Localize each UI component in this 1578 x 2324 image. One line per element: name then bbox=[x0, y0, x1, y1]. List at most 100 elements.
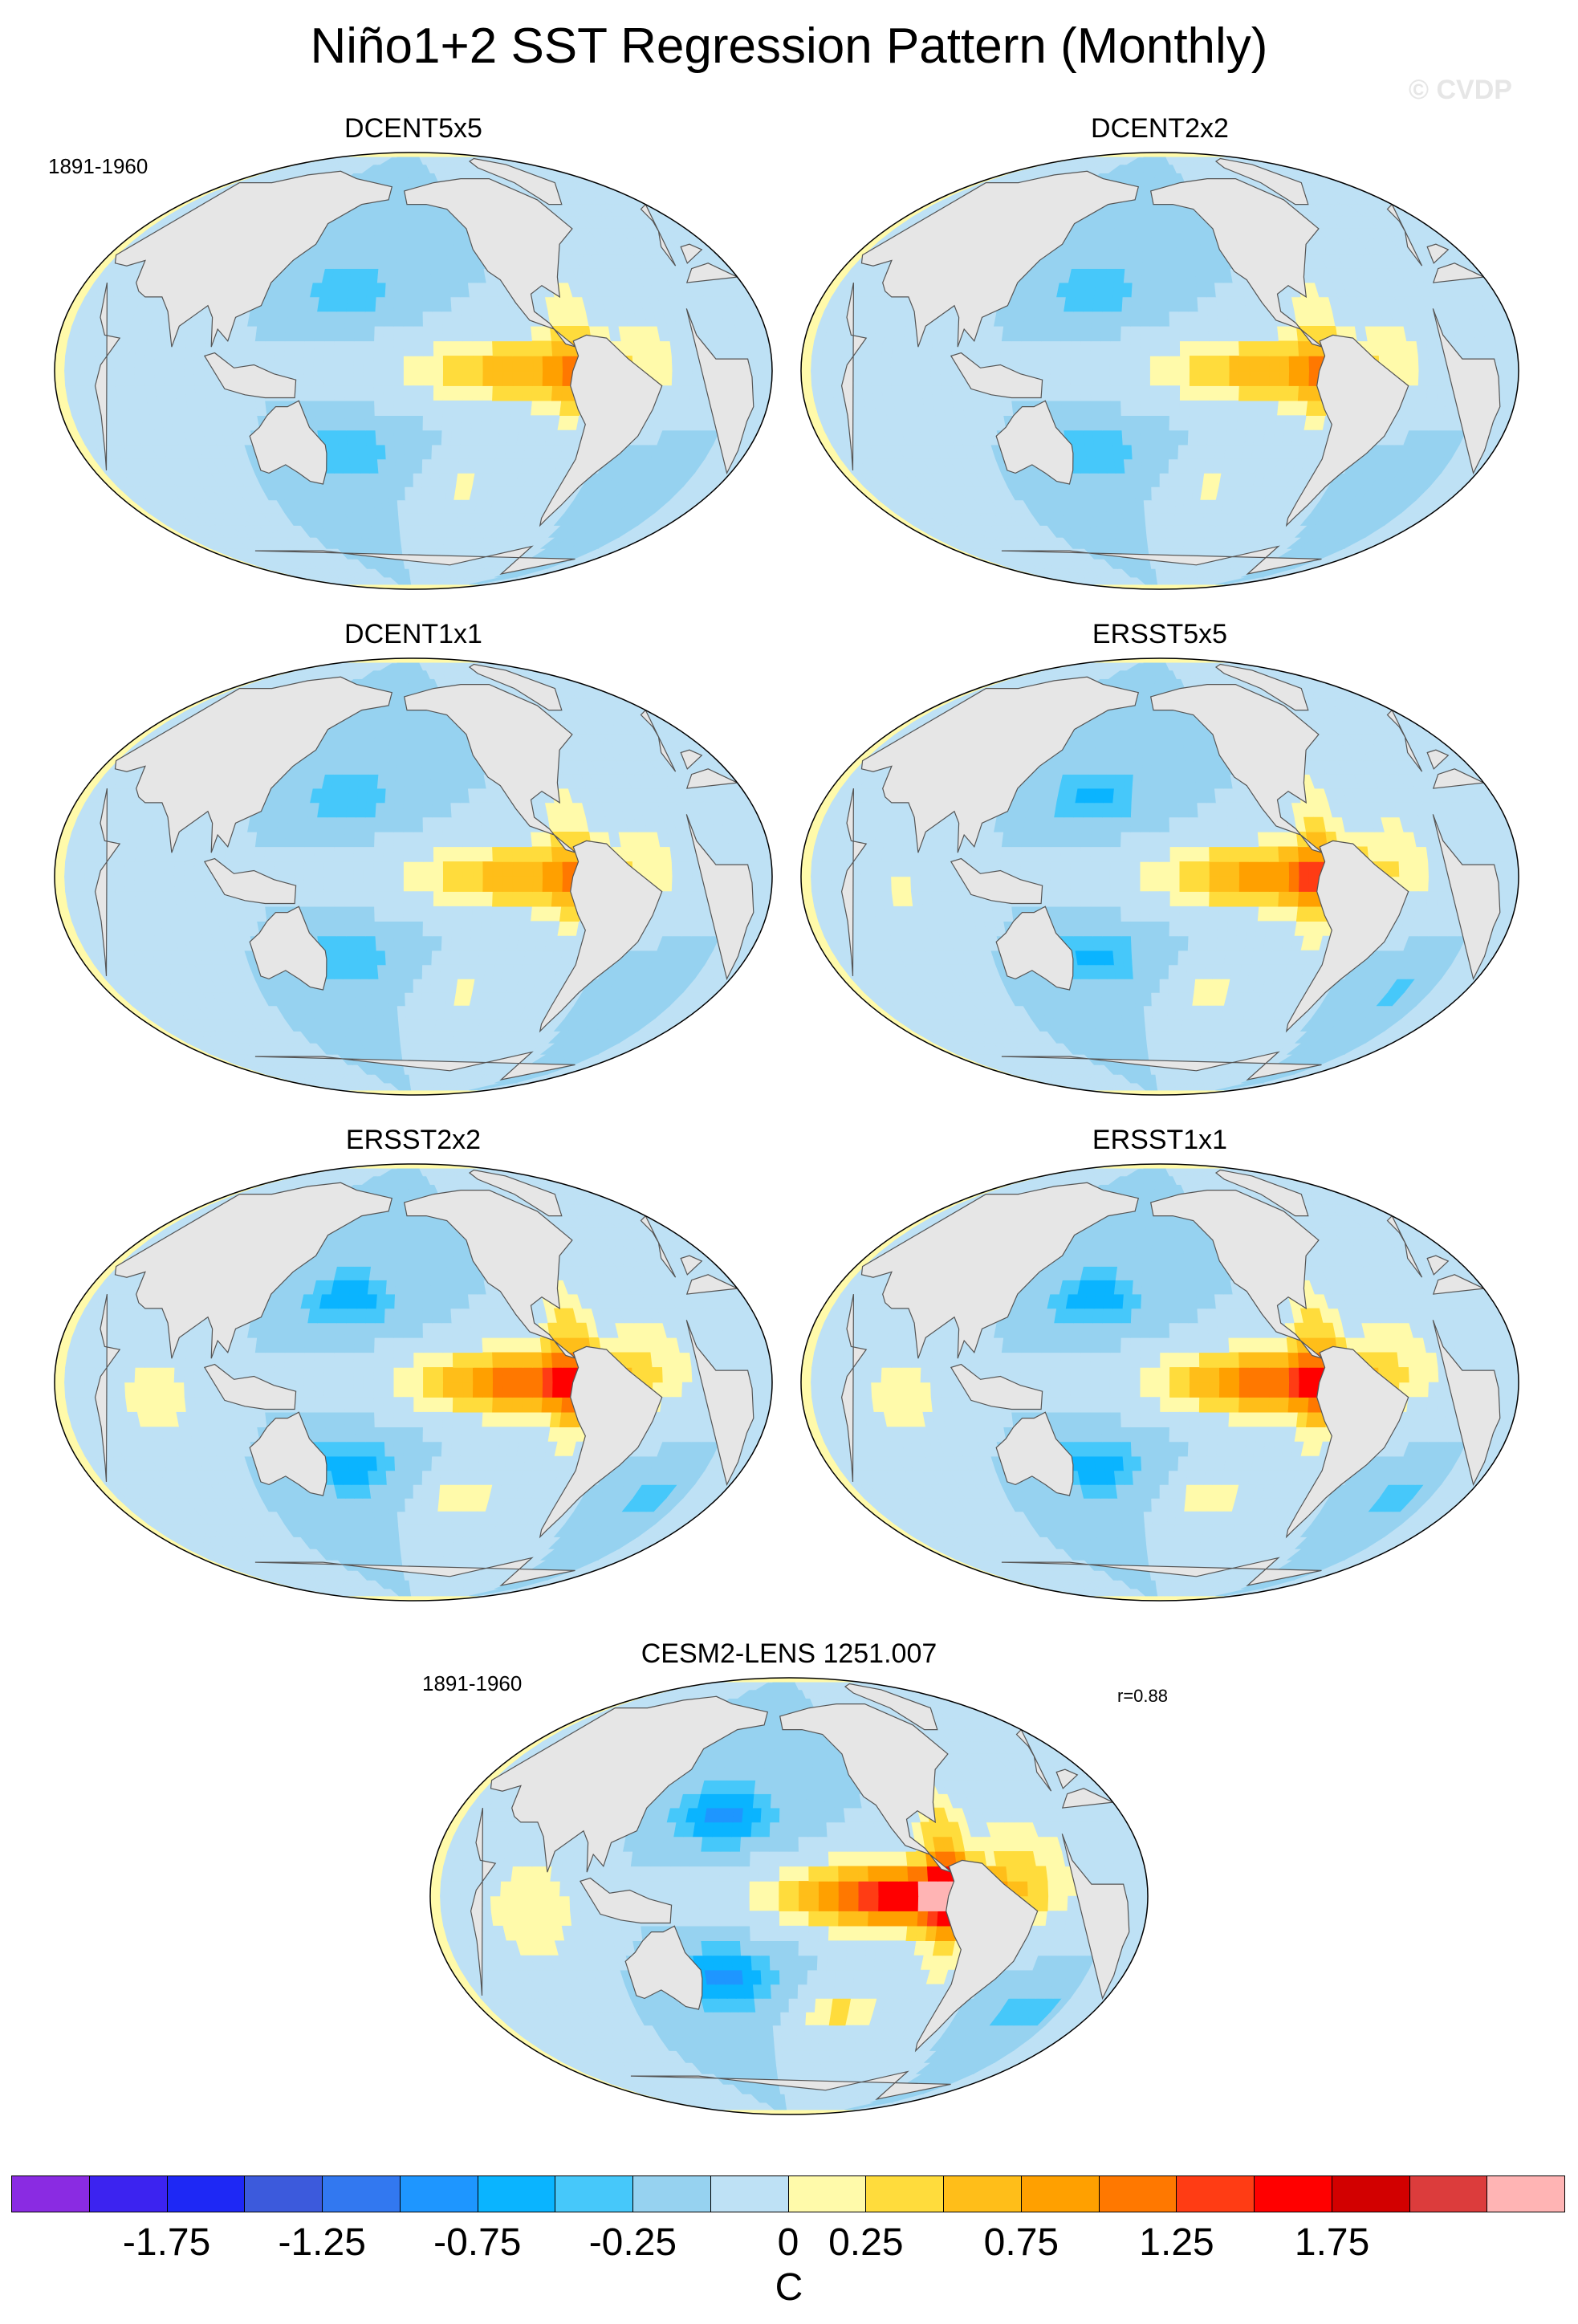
colorbar-tick-label: 1.75 bbox=[1294, 2221, 1370, 2264]
colorbar-tick-label: 1.25 bbox=[1139, 2221, 1214, 2264]
continent-south-america bbox=[539, 840, 663, 1033]
continent-greenland bbox=[468, 157, 563, 206]
continent-africa bbox=[685, 768, 739, 789]
continent-north-america bbox=[404, 683, 576, 853]
continent-eurasia bbox=[1426, 1255, 1450, 1276]
continent-greenland bbox=[1214, 1169, 1309, 1217]
colorbar-tick-label: -0.75 bbox=[433, 2221, 522, 2264]
continent-south-america bbox=[539, 334, 663, 527]
continent-south-america bbox=[1285, 1345, 1409, 1539]
continent-australia bbox=[249, 906, 327, 991]
panel-title: ERSST5x5 bbox=[1092, 619, 1228, 649]
map-svg bbox=[800, 152, 1519, 590]
continent-africa bbox=[1432, 308, 1501, 475]
colorbar-swatch bbox=[1409, 2176, 1488, 2212]
colorbar-swatch bbox=[1332, 2176, 1410, 2212]
continent-eurasia bbox=[1426, 243, 1450, 264]
continent-australia bbox=[249, 1411, 327, 1496]
continent-africa bbox=[470, 1807, 497, 1996]
continent-north-america bbox=[1150, 1189, 1323, 1359]
map-svg bbox=[800, 657, 1519, 1096]
sst-field bbox=[55, 658, 772, 1095]
colorbar-swatch bbox=[167, 2176, 246, 2212]
map-panel-dcent2x2: DCENT2x2 bbox=[795, 112, 1525, 602]
colorbar-tick-label: 0.75 bbox=[983, 2221, 1059, 2264]
map-svg bbox=[54, 152, 773, 590]
map-outline bbox=[54, 1163, 773, 1602]
colorbar-tick-label: -0.25 bbox=[588, 2221, 677, 2264]
map-outline bbox=[429, 1677, 1149, 2115]
map-panel-dcent1x1: DCENT1x1 bbox=[48, 618, 779, 1108]
map-panel-ersst5x5: ERSST5x5 bbox=[795, 618, 1525, 1108]
colorbar-tick-label: -1.75 bbox=[122, 2221, 211, 2264]
continent-greenland bbox=[844, 1683, 938, 1731]
panel-title: DCENT1x1 bbox=[344, 619, 482, 649]
colorbar-tick-label: 0 bbox=[777, 2221, 799, 2264]
map-panel-ersst2x2: ERSST2x2 bbox=[48, 1124, 779, 1614]
continent-africa bbox=[94, 282, 121, 470]
map-outline bbox=[54, 152, 773, 590]
continent-antarctica bbox=[254, 1557, 575, 1587]
period-label: 1891-1960 bbox=[48, 154, 148, 178]
continent-greenland bbox=[468, 1169, 563, 1217]
continent-antarctica bbox=[630, 2070, 951, 2101]
sst-field bbox=[430, 1678, 1148, 2114]
continent-australia bbox=[995, 400, 1074, 485]
panel-title: ERSST2x2 bbox=[345, 1125, 482, 1155]
colorbar-swatch bbox=[1487, 2176, 1564, 2212]
continent-africa bbox=[840, 1293, 868, 1482]
continent-australia bbox=[995, 906, 1074, 991]
continent-greenland bbox=[1214, 663, 1309, 711]
colorbar-swatch bbox=[400, 2176, 478, 2212]
continent-africa bbox=[1061, 1834, 1130, 2000]
continent-eurasia bbox=[680, 1255, 703, 1276]
continent-eurasia bbox=[114, 1182, 393, 1359]
continent-south-america bbox=[1285, 334, 1409, 527]
continent-africa bbox=[1432, 1274, 1486, 1295]
map-outline bbox=[54, 657, 773, 1096]
continent-africa bbox=[94, 788, 121, 976]
continent-south-america bbox=[914, 1859, 1039, 2053]
continent-africa bbox=[1432, 768, 1486, 789]
continent-africa bbox=[685, 1320, 754, 1487]
sst-field bbox=[55, 153, 772, 589]
watermark: © CVDP bbox=[1409, 75, 1512, 105]
continent-indonesia bbox=[203, 352, 297, 399]
continent-indonesia bbox=[950, 857, 1043, 905]
continent-africa bbox=[1432, 263, 1486, 283]
continent-antarctica bbox=[1001, 1557, 1322, 1587]
continent-eurasia bbox=[490, 1695, 769, 1873]
colorbar-swatch bbox=[788, 2176, 867, 2212]
panel-title: DCENT5x5 bbox=[344, 113, 482, 144]
continent-north-america bbox=[1150, 683, 1323, 853]
colorbar-tick-label: 0.25 bbox=[828, 2221, 904, 2264]
continent-indonesia bbox=[950, 352, 1043, 399]
map-svg bbox=[54, 1163, 773, 1602]
continent-indonesia bbox=[203, 857, 297, 905]
main-title: Niño1+2 SST Regression Pattern (Monthly) bbox=[310, 18, 1268, 74]
continent-greenland bbox=[468, 663, 563, 711]
colorbar-swatch bbox=[12, 2176, 90, 2212]
sst-field bbox=[55, 1164, 772, 1601]
continent-eurasia bbox=[1055, 1768, 1079, 1789]
continent-antarctica bbox=[1001, 1051, 1322, 1081]
continent-eurasia bbox=[860, 1182, 1140, 1359]
colorbar-swatch bbox=[555, 2176, 633, 2212]
colorbar-swatch bbox=[478, 2176, 556, 2212]
continent-australia bbox=[249, 400, 327, 485]
map-outline bbox=[800, 657, 1519, 1096]
continent-africa bbox=[685, 263, 739, 283]
continent-north-america bbox=[404, 1189, 576, 1359]
colorbar-swatch bbox=[1099, 2176, 1177, 2212]
colorbar-swatch bbox=[245, 2176, 323, 2212]
continent-north-america bbox=[404, 177, 576, 348]
colorbar-swatch bbox=[323, 2176, 401, 2212]
colorbar bbox=[11, 2175, 1565, 2212]
continent-north-america bbox=[1150, 177, 1323, 348]
continent-eurasia bbox=[860, 170, 1140, 348]
map-svg bbox=[800, 1163, 1519, 1602]
continent-antarctica bbox=[254, 545, 575, 576]
map-panel-dcent5x5: DCENT5x5 bbox=[48, 112, 779, 602]
colorbar-swatch bbox=[710, 2176, 789, 2212]
continent-eurasia bbox=[1426, 749, 1450, 770]
